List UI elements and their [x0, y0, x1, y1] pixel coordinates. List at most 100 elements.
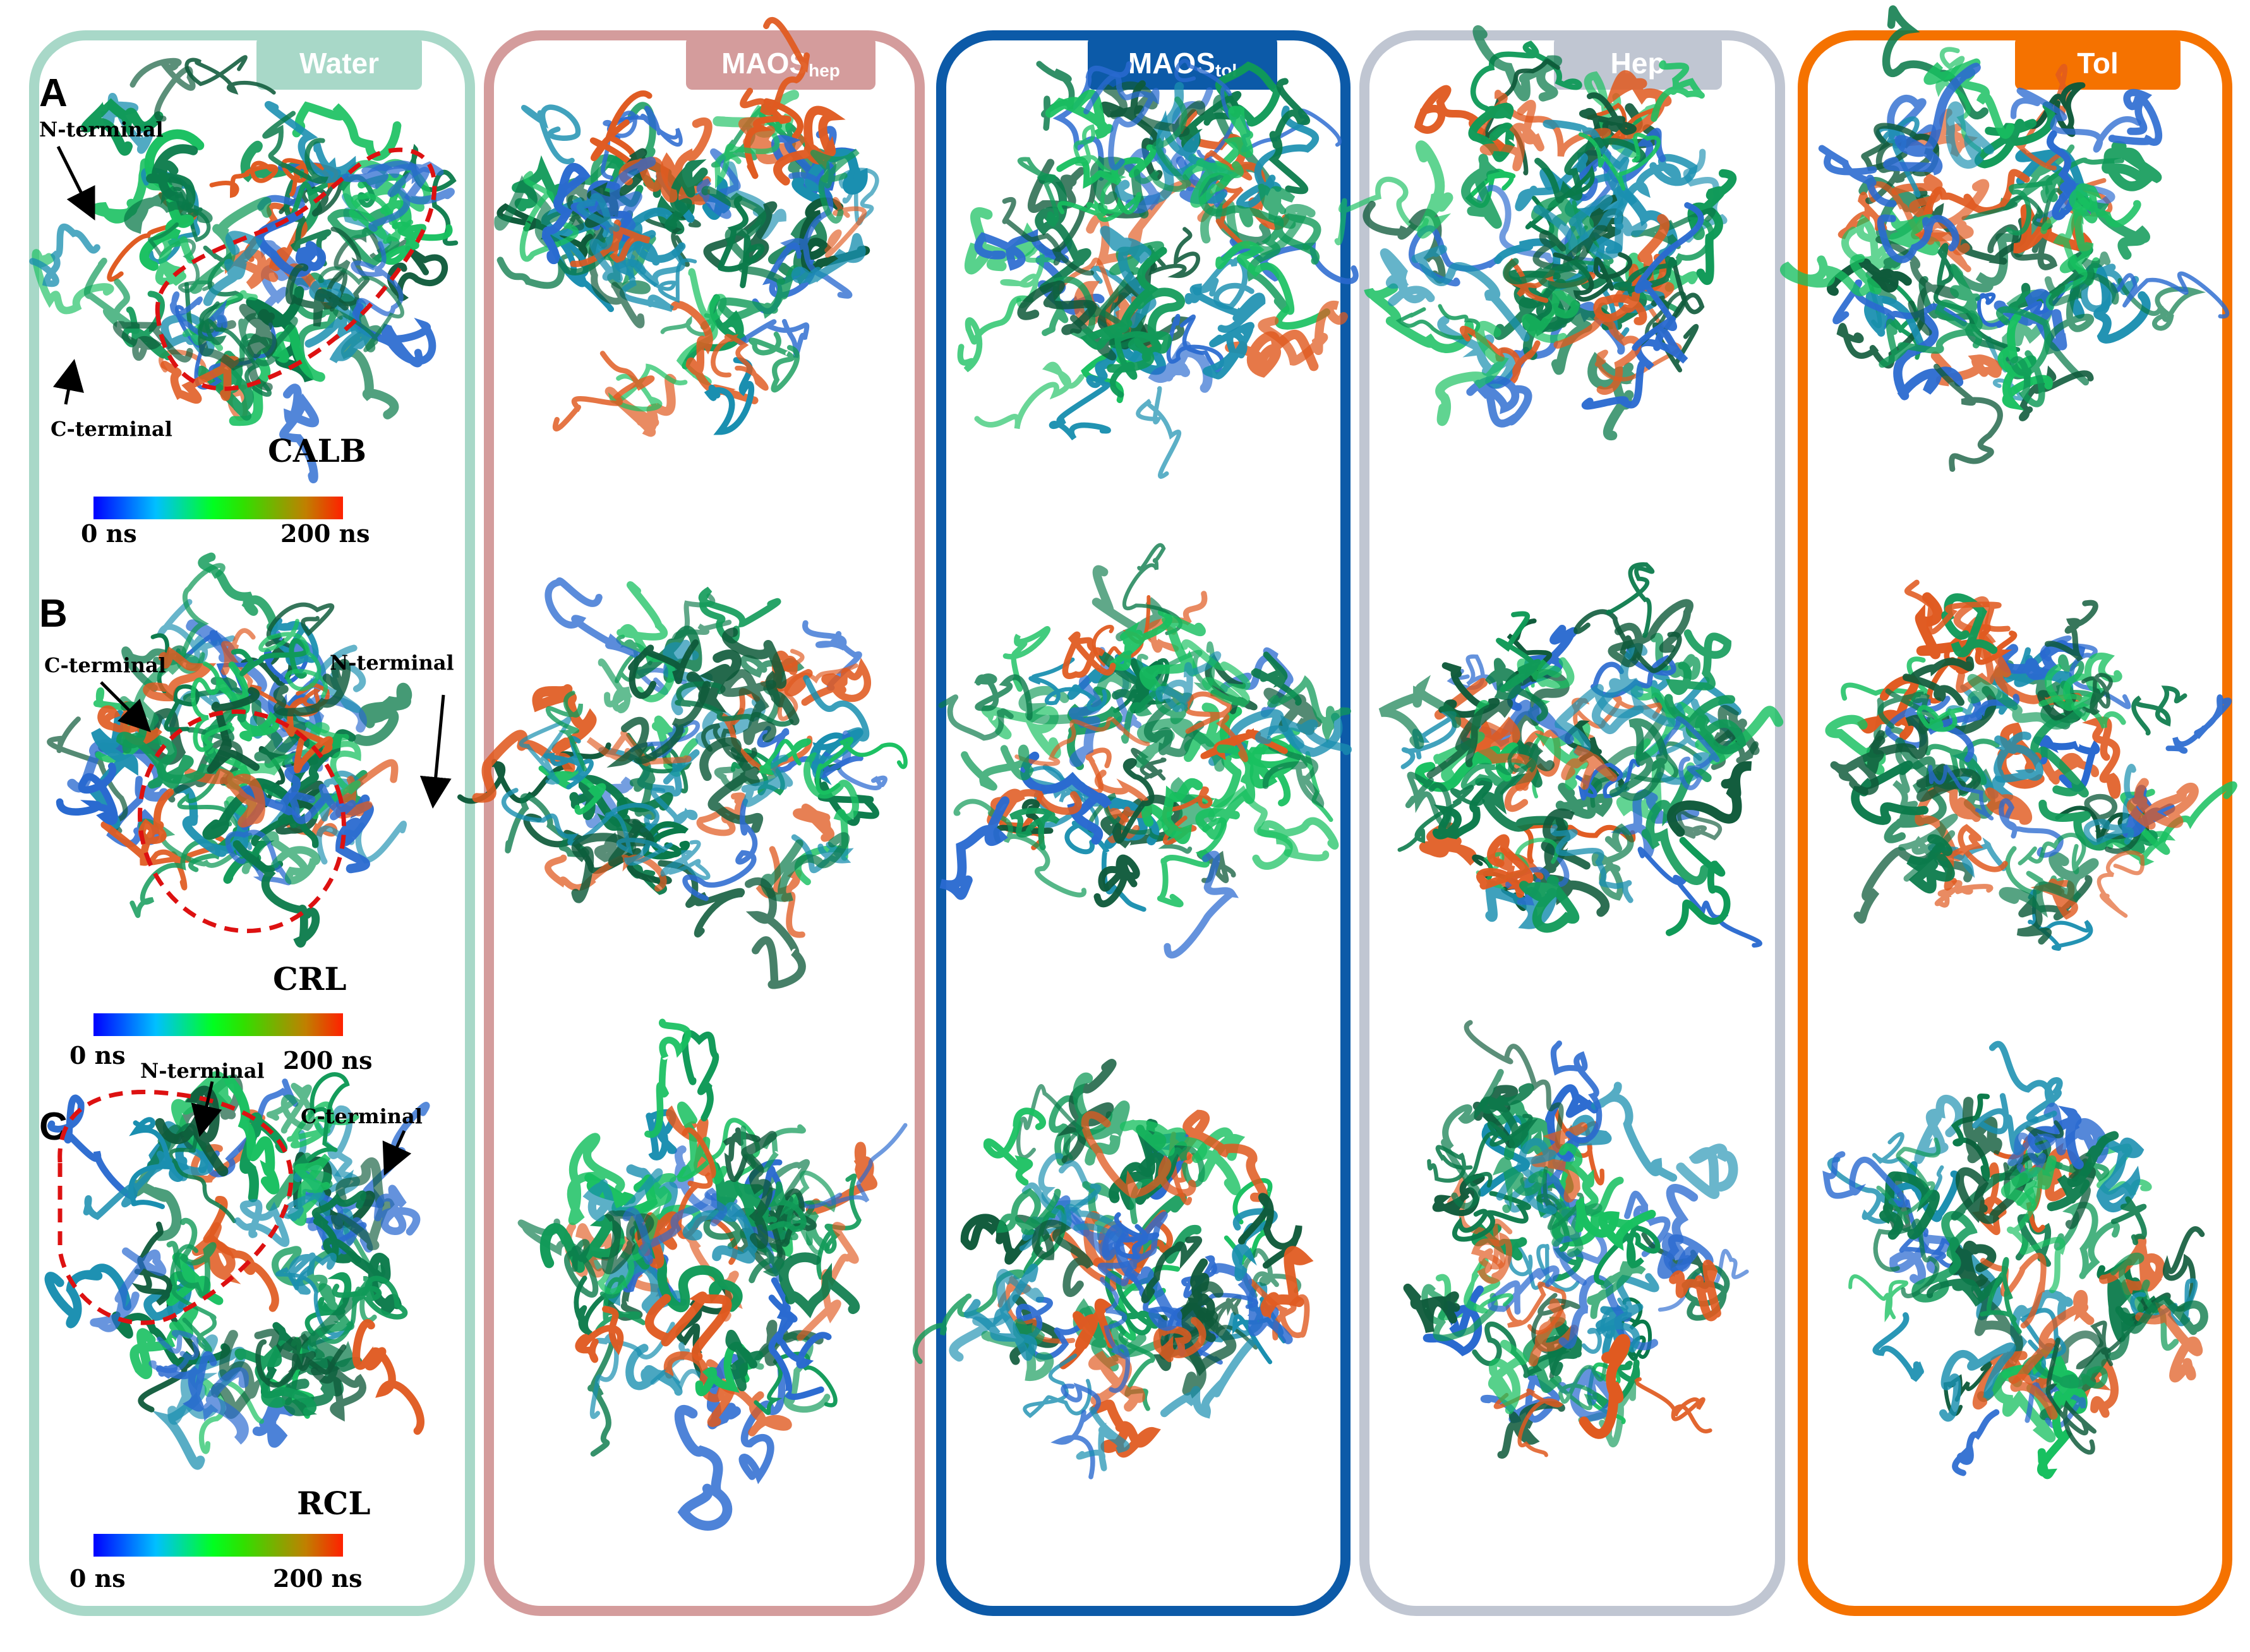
backbone-ribbon — [1665, 629, 1732, 695]
backbone-ribbon — [1967, 673, 2086, 730]
row-letter-a: A — [39, 71, 68, 115]
backbone-ribbon — [608, 363, 688, 412]
backbone-ribbon — [373, 1185, 421, 1236]
backbone-ribbon — [1002, 626, 1051, 692]
backbone-ribbon — [1864, 291, 1927, 353]
backbone-ribbon — [1575, 1196, 1656, 1251]
backbone-ribbon — [1994, 732, 2043, 783]
backbone-ribbon — [938, 694, 1014, 741]
backbone-ribbon — [1432, 778, 1493, 840]
backbone-ribbon — [699, 737, 764, 833]
backbone-ribbon — [1464, 1020, 1565, 1149]
colorbar-rcl — [93, 1534, 343, 1557]
backbone-ribbon — [311, 1190, 366, 1264]
backbone-ribbon — [519, 716, 572, 785]
rcl-n-terminal-label: N-terminal — [140, 1059, 265, 1083]
backbone-ribbon — [1438, 662, 1500, 718]
backbone-ribbon — [1519, 875, 1580, 933]
backbone-ribbon — [255, 1339, 347, 1388]
backbone-ribbon — [1928, 764, 1994, 821]
backbone-ribbon — [1898, 813, 1958, 882]
structure-rcl-maos_hep — [517, 1018, 908, 1531]
backbone-ribbon — [198, 552, 278, 632]
backbone-ribbon — [1608, 599, 1694, 668]
backbone-ribbon — [1464, 1261, 1513, 1314]
backbone-ribbon — [2041, 749, 2099, 785]
backbone-ribbon — [1447, 1176, 1513, 1270]
backbone-ribbon — [2010, 87, 2141, 153]
backbone-ribbon — [622, 1191, 728, 1265]
backbone-ribbon — [1086, 793, 1193, 854]
backbone-ribbon — [2047, 1131, 2119, 1212]
backbone-ribbon — [1818, 145, 1897, 207]
backbone-ribbon — [519, 171, 579, 262]
backbone-ribbon — [501, 788, 659, 846]
backbone-ribbon — [1882, 5, 1988, 119]
backbone-ribbon — [1531, 1122, 1588, 1203]
backbone-ribbon — [1334, 176, 1429, 246]
backbone-ribbon — [1397, 785, 1485, 852]
backbone-ribbon — [234, 1344, 317, 1416]
protein-name-calb: CALB — [268, 432, 367, 469]
backbone-ribbon — [791, 233, 866, 285]
panel-tag-label: Tol — [2077, 47, 2119, 80]
backbone-ribbon — [682, 1202, 758, 1263]
structure-crl-water — [47, 552, 412, 948]
backbone-ribbon — [1182, 159, 1244, 208]
backbone-ribbon — [1500, 743, 1541, 795]
backbone-ribbon — [718, 195, 765, 289]
backbone-ribbon — [1592, 1359, 1640, 1409]
backbone-ribbon — [56, 763, 118, 826]
backbone-ribbon — [1062, 631, 1116, 679]
backbone-ribbon — [1549, 1198, 1603, 1257]
backbone-ribbon — [1614, 154, 1698, 230]
backbone-ribbon — [1595, 1273, 1659, 1353]
panel-tag-water: Water — [256, 37, 422, 90]
backbone-ribbon — [1215, 241, 1331, 330]
backbone-ribbon — [1606, 562, 1655, 638]
backbone-ribbon — [1476, 834, 1534, 898]
backbone-ribbon — [1102, 1224, 1182, 1331]
backbone-ribbon — [1579, 92, 1637, 136]
backbone-ribbon — [1541, 1321, 1582, 1376]
backbone-ribbon — [984, 1107, 1046, 1186]
colorbar-calb — [93, 497, 343, 519]
backbone-ribbon — [682, 1030, 719, 1122]
backbone-ribbon — [2007, 1132, 2057, 1178]
backbone-ribbon — [2045, 1337, 2097, 1455]
backbone-ribbon — [563, 1239, 599, 1298]
backbone-ribbon — [2109, 88, 2163, 146]
backbone-ribbon — [1002, 197, 1094, 276]
backbone-ribbon — [1561, 745, 1618, 790]
backbone-ribbon — [1661, 1184, 1699, 1273]
backbone-ribbon — [111, 1311, 231, 1367]
backbone-ribbon — [617, 581, 676, 702]
backbone-ribbon — [1268, 78, 1310, 195]
structure-crl-hep — [1378, 562, 1784, 948]
backbone-ribbon — [1045, 89, 1114, 140]
backbone-ribbon — [1133, 96, 1191, 192]
backbone-ribbon — [1961, 188, 2067, 231]
panel-tag-label: MAOS — [1128, 47, 1215, 80]
backbone-ribbon — [2033, 735, 2100, 792]
backbone-ribbon — [541, 163, 591, 265]
colorbar-crl-end: 200 ns — [283, 1046, 373, 1075]
backbone-ribbon — [1009, 807, 1060, 850]
backbone-ribbon — [234, 1198, 290, 1247]
colorbar-rcl-start: 0 ns — [69, 1564, 126, 1593]
backbone-ribbon — [1980, 1257, 2022, 1334]
backbone-ribbon — [1985, 787, 2033, 825]
backbone-ribbon — [974, 673, 1033, 721]
rcl-c-terminal-label: C-terminal — [301, 1104, 423, 1128]
backbone-ribbon — [129, 57, 196, 122]
backbone-ribbon — [1000, 244, 1056, 308]
backbone-ribbon — [575, 1306, 624, 1363]
backbone-ribbon — [1088, 1350, 1145, 1412]
backbone-ribbon — [1879, 1171, 1940, 1240]
backbone-ribbon — [160, 354, 239, 404]
backbone-ribbon — [961, 744, 1034, 791]
backbone-ribbon — [1210, 1263, 1293, 1344]
backbone-ribbon — [1247, 742, 1301, 807]
backbone-ribbon — [1162, 1255, 1217, 1348]
structure-crl-tol — [1825, 579, 2237, 951]
